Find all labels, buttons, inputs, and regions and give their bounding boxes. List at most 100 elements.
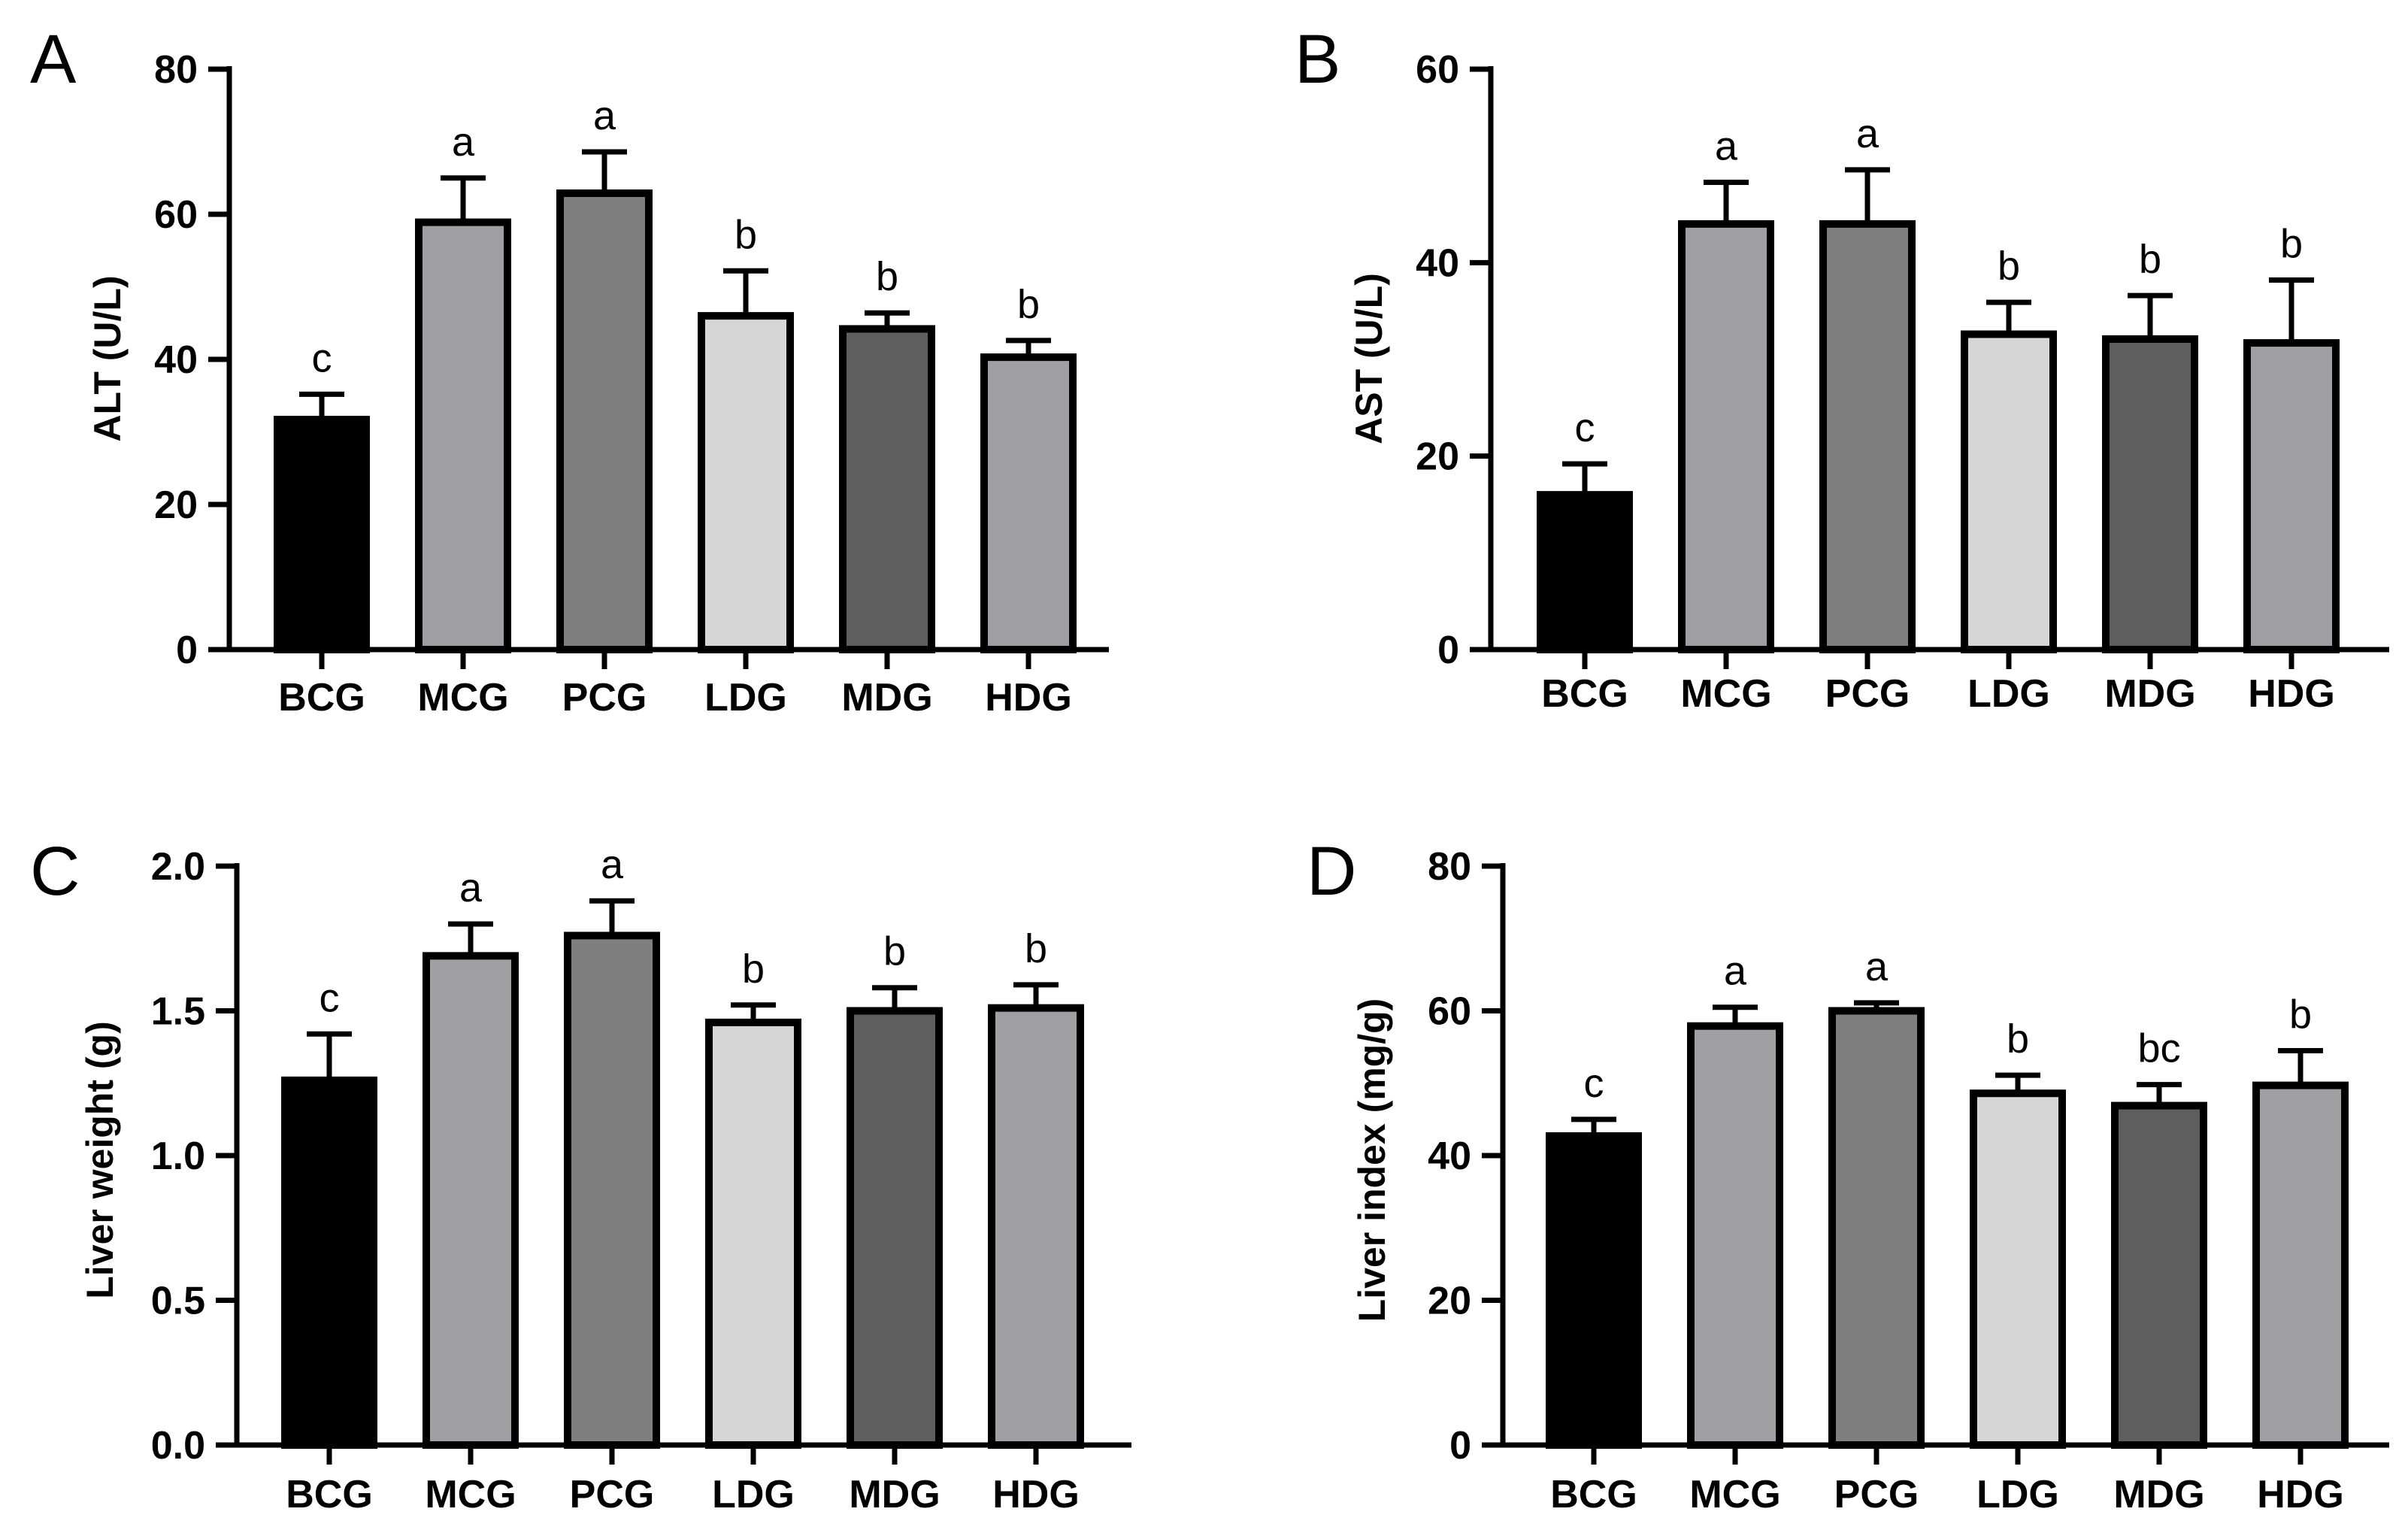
significance-label: b (876, 254, 898, 299)
significance-label: a (1715, 124, 1738, 169)
significance-label: b (1998, 244, 2020, 289)
y-tick-label: 0 (1449, 1424, 1471, 1468)
bar (698, 312, 794, 653)
x-tick-label: HDG (2248, 672, 2335, 716)
bar (1678, 220, 1774, 654)
y-tick-label: 60 (1428, 990, 1471, 1034)
bar (988, 1004, 1084, 1449)
x-tick-label: MDG (841, 676, 932, 720)
y-tick-label: 20 (154, 483, 198, 527)
significance-label: a (459, 865, 483, 910)
significance-label: c (312, 335, 332, 380)
y-tick-label: 0.0 (151, 1424, 205, 1468)
bar (1970, 1089, 2066, 1449)
significance-label: b (883, 929, 906, 974)
x-tick-label: MCG (417, 676, 508, 720)
significance-label: a (1865, 944, 1889, 989)
bar (2243, 339, 2340, 653)
y-tick-label: 40 (1428, 1135, 1471, 1178)
panel-letter: C (30, 833, 80, 910)
y-axis-label: AST (U/L) (1348, 273, 1390, 444)
bar (847, 1007, 943, 1449)
bar (1961, 330, 2057, 653)
x-tick-label: MCG (1689, 1473, 1780, 1516)
y-tick-label: 0 (1437, 629, 1459, 672)
significance-label: a (601, 842, 624, 887)
y-axis-label: Liver weight (g) (79, 1021, 121, 1298)
bar (1828, 1007, 1925, 1449)
x-tick-label: MDG (849, 1473, 940, 1516)
x-tick-label: HDG (992, 1473, 1080, 1516)
bar (2102, 335, 2198, 653)
y-axis-label: Liver index (mg/g) (1351, 998, 1393, 1322)
significance-label: b (2280, 221, 2303, 266)
bar (1819, 220, 1916, 654)
y-axis-label: ALT (U/L) (86, 275, 129, 441)
x-tick-label: BCG (1550, 1473, 1637, 1516)
y-tick-label: 40 (154, 338, 198, 382)
y-tick-label: 0.5 (151, 1280, 205, 1323)
bar (423, 952, 519, 1449)
y-tick-label: 60 (154, 193, 198, 237)
x-tick-label: PCG (562, 676, 647, 720)
x-tick-label: PCG (1825, 672, 1910, 716)
y-tick-label: 1.5 (151, 990, 205, 1034)
x-tick-label: MDG (2104, 672, 2195, 716)
x-tick-label: MCG (425, 1473, 516, 1516)
bar (2252, 1081, 2349, 1449)
significance-label: b (1025, 926, 1047, 971)
significance-label: b (2289, 992, 2312, 1037)
significance-label: b (1017, 282, 1040, 327)
significance-label: b (742, 947, 765, 992)
x-tick-label: LDG (1967, 672, 2050, 716)
y-tick-label: 60 (1416, 48, 1459, 92)
significance-label: a (1856, 111, 1879, 156)
significance-label: c (320, 975, 340, 1020)
panel-b: B AST (U/L) 0 20 40 60 BCG c MCG a PCG a LDG b MDG b H… (1295, 21, 2389, 716)
x-tick-label: BCG (286, 1473, 373, 1516)
significance-label: a (1724, 949, 1747, 994)
bar (1687, 1022, 1783, 1449)
y-tick-label: 1.0 (151, 1135, 205, 1178)
significance-label: c (1575, 405, 1595, 450)
y-tick-label: 2.0 (151, 845, 205, 889)
x-tick-label: PCG (1834, 1473, 1919, 1516)
bar (415, 218, 511, 653)
bar (274, 416, 370, 653)
y-tick-label: 20 (1416, 435, 1459, 479)
bar (705, 1018, 801, 1449)
x-tick-label: MDG (2113, 1473, 2204, 1516)
bar (564, 932, 660, 1449)
y-tick-label: 40 (1416, 241, 1459, 285)
significance-label: a (452, 120, 475, 165)
bar (2111, 1101, 2207, 1450)
bar (281, 1076, 377, 1450)
x-tick-label: BCG (278, 676, 365, 720)
x-tick-label: BCG (1541, 672, 1628, 716)
panel-d: D Liver index (mg/g) 0 20 40 60 80 BCG c MCG a PC… (1307, 833, 2389, 1516)
panel-letter: D (1307, 833, 1356, 910)
x-tick-label: LDG (704, 676, 787, 720)
significance-label: b (735, 212, 757, 257)
bar (556, 189, 653, 653)
panel-c: C Liver weight (g) 0.0 0.5 1.0 1.5 2.0 BCG c MC… (30, 833, 1131, 1516)
y-tick-label: 80 (154, 48, 198, 92)
x-tick-label: PCG (570, 1473, 655, 1516)
significance-label: a (593, 93, 616, 138)
y-tick-label: 20 (1428, 1280, 1471, 1323)
significance-label: b (2007, 1016, 2029, 1062)
x-tick-label: LDG (1976, 1473, 2059, 1516)
significance-label: b (2139, 237, 2161, 282)
x-tick-label: MCG (1680, 672, 1771, 716)
bar (1546, 1132, 1642, 1449)
y-tick-label: 80 (1428, 845, 1471, 889)
panel-a: A ALT (U/L) 0 20 40 60 80 BCG c MCG a PCG a LDG b MDG… (30, 21, 1109, 720)
bar (839, 325, 935, 653)
bar (980, 353, 1077, 653)
x-tick-label: HDG (985, 676, 1072, 720)
panel-letter: A (30, 21, 77, 98)
x-tick-label: HDG (2257, 1473, 2344, 1516)
significance-label: c (1584, 1061, 1604, 1106)
x-tick-label: LDG (712, 1473, 795, 1516)
significance-label: bc (2137, 1026, 2180, 1071)
